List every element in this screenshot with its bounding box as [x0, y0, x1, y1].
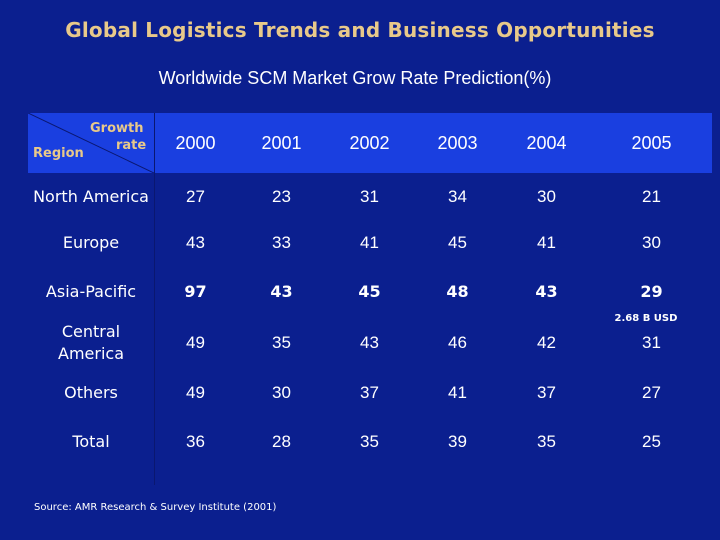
table-row: Europe 43 33 41 45 41 30	[28, 220, 712, 265]
value-cell: 43	[270, 282, 293, 301]
year-header-2001: 2001	[261, 132, 302, 153]
year-header-2003: 2003	[437, 132, 478, 153]
value-cell: 25	[642, 432, 661, 451]
corner-rate-label: rate	[116, 138, 147, 153]
region-label: Asia-Pacific	[45, 281, 137, 301]
region-label: North America	[33, 186, 149, 206]
value-cell: 35	[272, 333, 291, 352]
value-cell: 27	[186, 186, 205, 206]
table-header-row	[28, 113, 712, 173]
value-cell: 43	[186, 232, 205, 252]
value-cell: 30	[272, 382, 291, 402]
value-cell: 42	[537, 333, 556, 352]
value-cell: 37	[360, 382, 379, 402]
table-row: Asia-Pacific 97 43 45 48 43 29	[28, 265, 712, 318]
value-cell: 30	[642, 232, 661, 252]
region-label: Total	[72, 432, 110, 451]
corner-growth-label: Growth	[90, 121, 144, 136]
region-label: Central America	[58, 322, 124, 363]
value-cell: 39	[448, 432, 467, 451]
table-caption: Worldwide SCM Market Grow Rate Predictio…	[158, 68, 552, 88]
value-cell: 37	[537, 382, 556, 402]
region-label: Others	[64, 382, 118, 402]
market-size-note: 2.68 B USD	[614, 313, 678, 324]
value-cell: 43	[360, 333, 379, 352]
year-header-2005: 2005	[631, 132, 672, 153]
value-cell: 35	[537, 432, 556, 451]
value-cell: 49	[186, 382, 205, 402]
corner-region-label: Region	[33, 146, 84, 161]
year-header-2000: 2000	[175, 132, 216, 153]
value-cell: 41	[360, 232, 379, 252]
source-note: Source: AMR Research & Survey Institute …	[34, 502, 277, 513]
value-cell: 45	[358, 282, 381, 301]
year-header-2002: 2002	[349, 132, 390, 153]
growth-rate-table: Growth rate Region 2000 2001 2002 2003 2004 2…	[28, 113, 712, 485]
table-row: Central America 49 35 43 46 42 31	[28, 318, 712, 368]
value-cell: 23	[272, 186, 291, 206]
value-cell: 49	[186, 333, 205, 352]
value-cell: 46	[448, 333, 467, 352]
value-cell: 43	[535, 282, 558, 301]
value-cell: 35	[360, 432, 379, 451]
value-cell: 41	[537, 232, 556, 252]
region-label: Europe	[62, 232, 120, 252]
table-row: Others 49 30 37 41 37 27	[28, 368, 712, 417]
value-cell: 29	[640, 282, 663, 301]
column-divider	[154, 113, 155, 485]
value-cell: 21	[642, 186, 661, 206]
table-row: North America 27 23 31 34 30 21	[28, 173, 712, 220]
table-row: Total 36 28 35 39 35 25	[28, 417, 712, 467]
value-cell: 41	[448, 382, 467, 402]
slide-title: Global Logistics Trends and Business Opp…	[65, 18, 655, 42]
value-cell: 28	[272, 432, 291, 451]
corner-diagonal-line	[28, 113, 154, 173]
value-cell: 27	[642, 382, 661, 402]
value-cell: 31	[360, 186, 379, 206]
value-cell: 30	[537, 186, 556, 206]
value-cell: 34	[448, 186, 467, 206]
value-cell: 31	[642, 333, 661, 352]
value-cell: 97	[184, 282, 207, 301]
value-cell: 33	[272, 232, 291, 252]
value-cell: 48	[446, 282, 469, 301]
value-cell: 36	[186, 432, 205, 451]
value-cell: 45	[448, 232, 467, 252]
year-header-2004: 2004	[526, 132, 567, 153]
